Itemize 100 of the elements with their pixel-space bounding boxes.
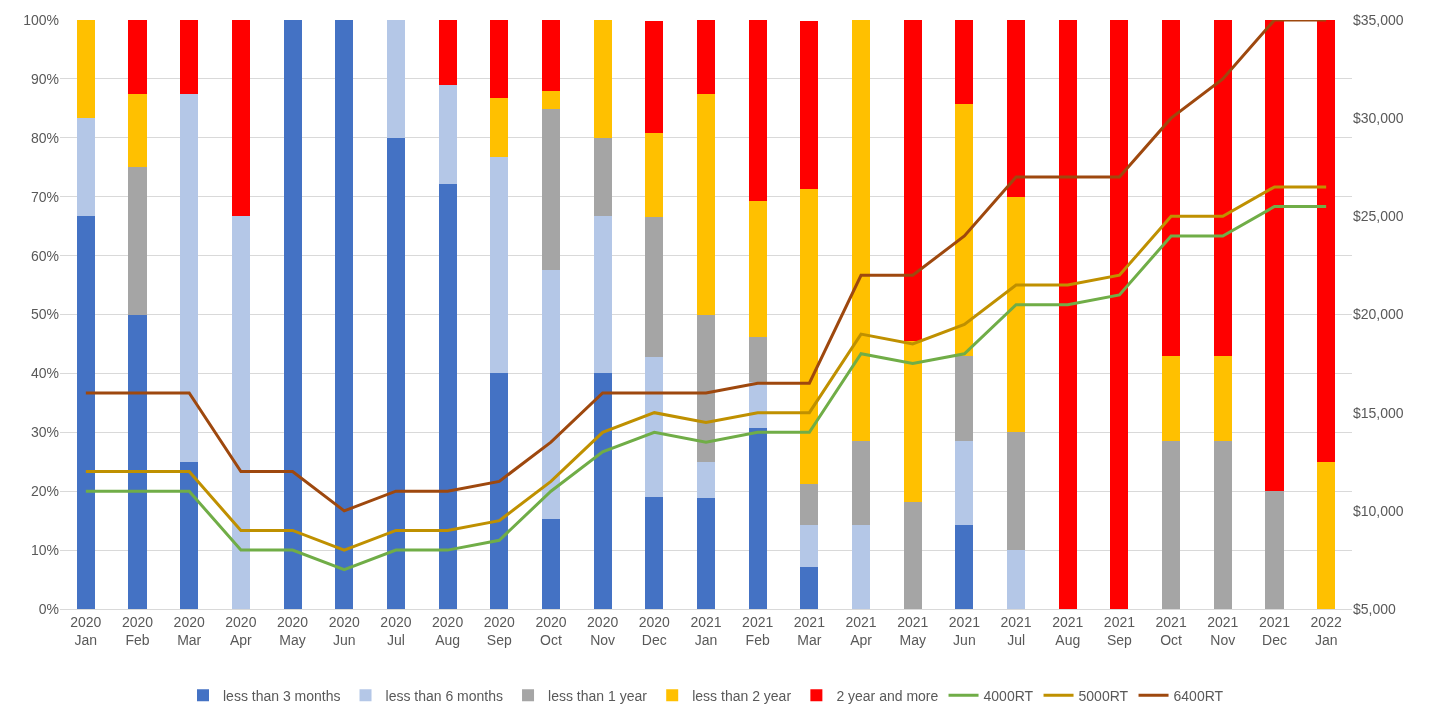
x-tick-label: 2020 May [276, 613, 309, 648]
x-tick-label: 2021 Jul [1000, 613, 1032, 648]
bar [386, 20, 405, 138]
legend-label: 4000RT [983, 687, 1034, 704]
x-tick-label: 2020 Jul [380, 613, 412, 648]
bar [1213, 20, 1232, 357]
bar [541, 108, 560, 270]
bar [1317, 20, 1336, 462]
bar [438, 183, 457, 609]
bar [800, 525, 819, 568]
bar [541, 91, 560, 109]
bar [800, 20, 819, 190]
bar [748, 336, 767, 383]
bar [748, 200, 767, 337]
bar [852, 440, 871, 525]
bar [955, 356, 974, 441]
x-tick-label: 2020 Sep [483, 613, 516, 648]
x-tick-label: 2021 Feb [742, 613, 774, 648]
bar [76, 216, 95, 609]
y2-tick-label: $10,000 [1353, 502, 1404, 519]
x-tick-label: 2020 Jan [70, 613, 102, 648]
bar [1058, 20, 1077, 609]
x-tick-label: 2020 Oct [535, 613, 567, 648]
bar [800, 567, 819, 609]
bar [231, 20, 250, 217]
bar [180, 93, 199, 462]
x-tick-label: 2021 Dec [1258, 613, 1291, 648]
bar [1110, 20, 1129, 609]
bar [645, 497, 664, 609]
bar [645, 132, 664, 217]
bar [645, 356, 664, 498]
bar [490, 157, 509, 374]
bar [593, 137, 612, 217]
x-tick-label: 2021 Mar [793, 613, 826, 648]
y2-tick-label: $15,000 [1353, 404, 1404, 421]
line-series [84, 20, 1328, 513]
bar [438, 20, 457, 86]
bar [335, 20, 354, 609]
y2-tick-label: $5,000 [1353, 600, 1397, 617]
bar [1007, 20, 1026, 197]
y-tick-label: 90% [30, 70, 59, 87]
y-tick-label: 100% [23, 11, 59, 28]
y-tick-label: 20% [30, 483, 59, 500]
y-tick-label: 10% [30, 542, 59, 558]
bar [748, 20, 767, 201]
bar [593, 373, 612, 609]
bar [903, 341, 922, 502]
bar [645, 20, 664, 133]
x-tick-label: 2021 May [897, 613, 929, 648]
y-tick-label: 40% [30, 365, 59, 382]
bar [490, 373, 509, 609]
bar [1213, 356, 1232, 441]
bar [696, 461, 716, 499]
bar [1007, 550, 1026, 609]
y-tick-label: 80% [30, 129, 59, 146]
y2-tick-label: $20,000 [1353, 306, 1404, 323]
x-tick-label: 2021 Jan [690, 613, 722, 648]
x-tick-label: 2021 Apr [845, 613, 877, 648]
legend-label: less than 3 months [223, 687, 341, 704]
bar [490, 20, 509, 99]
bar [438, 85, 457, 184]
bar [955, 440, 974, 525]
bar [1265, 491, 1284, 609]
x-tick-label: 2021 Jun [948, 613, 981, 648]
bar [1007, 432, 1026, 551]
legend-label: 5000RT [1078, 687, 1129, 704]
bar [1162, 356, 1181, 441]
bar [955, 20, 974, 104]
legend-label: less than 6 months [385, 687, 504, 704]
x-tick-label: 2020 Feb [121, 613, 154, 648]
bar [696, 498, 716, 609]
bar [696, 93, 716, 315]
y2-tick-label: $25,000 [1353, 208, 1404, 225]
x-tick-label: 2021 Oct [1155, 613, 1187, 648]
bar [1317, 461, 1336, 609]
legend-label: 6400RT [1173, 687, 1224, 704]
bar [180, 461, 199, 609]
bar [180, 20, 199, 94]
bar [800, 483, 819, 526]
bar [283, 20, 302, 609]
bar [800, 189, 819, 484]
legend-label: less than 1 year [548, 687, 648, 704]
bar [955, 103, 974, 357]
bar [903, 501, 922, 609]
bar [748, 427, 767, 609]
x-tick-label: 2022 Jan [1310, 613, 1342, 648]
bar [541, 519, 560, 609]
x-tick-label: 2021 Nov [1207, 613, 1239, 648]
legend-label: less than 2 year [692, 687, 792, 704]
bar [490, 98, 509, 158]
x-tick-label: 2020 Mar [173, 613, 205, 648]
bar [128, 167, 147, 315]
bar [645, 216, 664, 357]
bar [852, 20, 871, 441]
y2-tick-label: $30,000 [1353, 110, 1404, 127]
x-tick-label: 2020 Apr [225, 613, 257, 648]
bar [1265, 20, 1284, 492]
bar [1162, 440, 1181, 609]
y-tick-label: 70% [30, 188, 59, 205]
bar [76, 20, 95, 118]
